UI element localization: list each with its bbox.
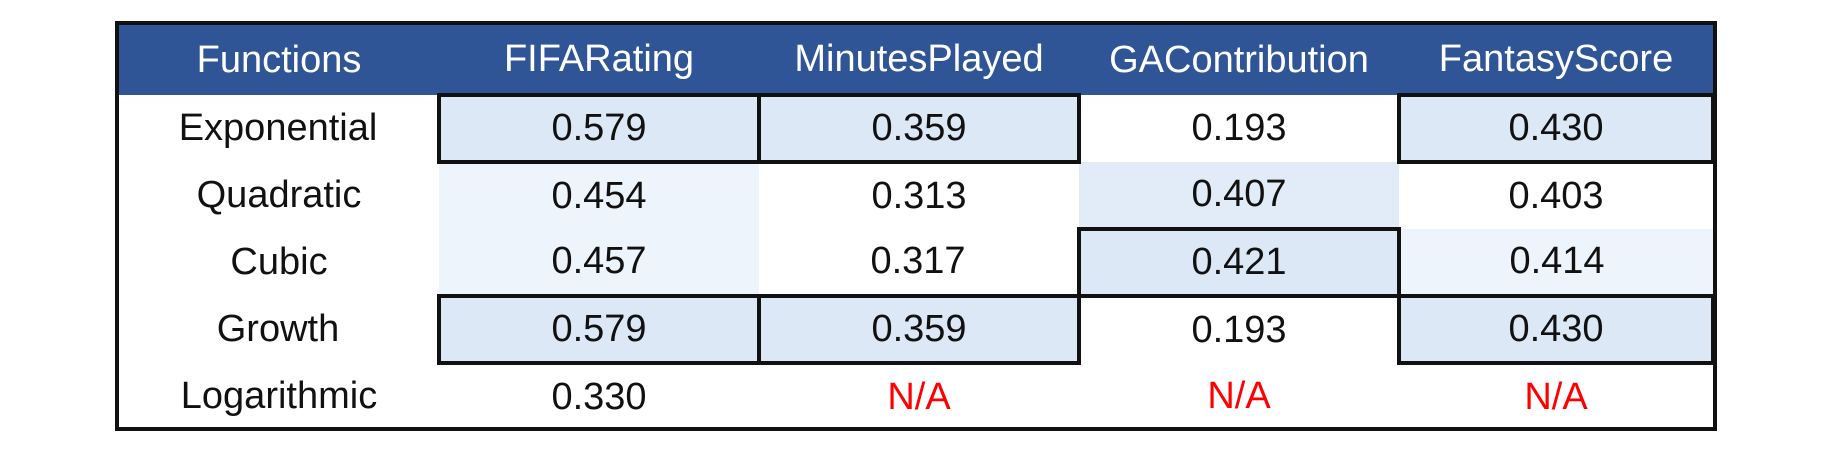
table-row: Quadratic 0.454 0.313 0.407 0.403	[119, 162, 1713, 229]
value-cell: 0.359	[757, 294, 1081, 365]
value-cell: 0.579	[437, 294, 761, 365]
header-fantasyscore: FantasyScore	[1399, 25, 1713, 95]
table-row: Exponential 0.579 0.359 0.193 0.430	[119, 93, 1715, 164]
value-cell: 0.579	[437, 93, 761, 164]
value-cell: 0.313	[871, 175, 967, 217]
function-name: Growth	[216, 308, 340, 350]
table-row: Growth 0.579 0.359 0.193 0.430	[119, 294, 1715, 365]
header-fifarating: FIFARating	[439, 25, 759, 95]
value-cell: 0.430	[1397, 294, 1715, 365]
function-name: Logarithmic	[180, 375, 378, 417]
header-functions: Functions	[119, 25, 439, 95]
na-cell: N/A	[887, 376, 951, 418]
value-cell: 0.414	[1399, 229, 1713, 296]
value-cell: 0.359	[757, 93, 1081, 164]
value-cell: 0.317	[870, 240, 966, 282]
function-name: Cubic	[230, 241, 328, 283]
value-cell: 0.330	[551, 376, 647, 418]
header-row: Functions FIFARating MinutesPlayed GACon…	[119, 25, 1713, 95]
value-cell: 0.403	[1508, 175, 1604, 217]
value-cell: 0.193	[1191, 107, 1287, 149]
table-row: Cubic 0.457 0.317 0.421 0.414	[119, 227, 1713, 298]
results-table-frame: Functions FIFARating MinutesPlayed GACon…	[115, 21, 1717, 431]
na-cell: N/A	[1524, 376, 1588, 418]
results-table: Functions FIFARating MinutesPlayed GACon…	[119, 25, 1715, 430]
na-cell: N/A	[1207, 375, 1271, 417]
value-cell: 0.421	[1077, 227, 1401, 298]
header-minutesplayed: MinutesPlayed	[759, 25, 1079, 95]
table-row: Logarithmic 0.330 N/A N/A N/A	[119, 363, 1713, 430]
value-cell: 0.430	[1397, 93, 1715, 164]
function-name: Exponential	[178, 107, 378, 149]
value-cell: 0.193	[1191, 309, 1287, 351]
header-gacontribution: GAContribution	[1079, 25, 1399, 95]
value-cell: 0.407	[1079, 162, 1399, 229]
value-cell: 0.457	[439, 229, 759, 296]
function-name: Quadratic	[196, 174, 362, 216]
value-cell: 0.454	[439, 162, 759, 229]
